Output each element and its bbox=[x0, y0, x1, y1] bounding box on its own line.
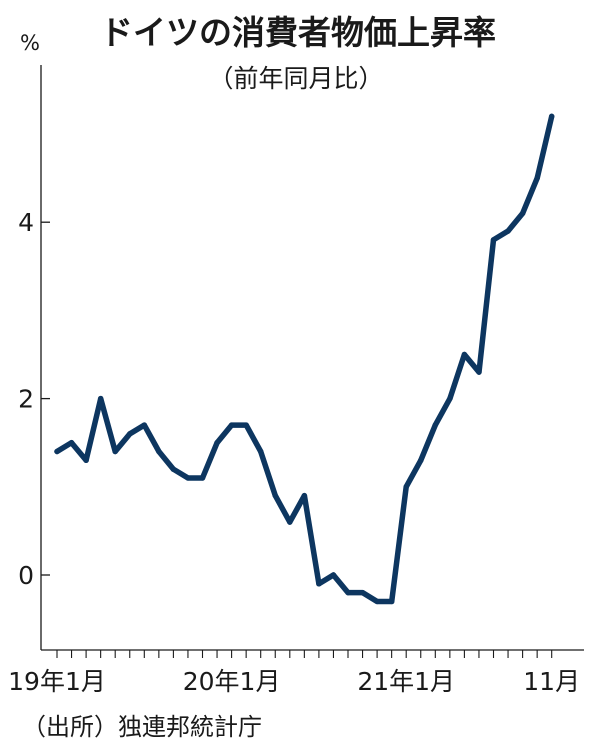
x-tick-label: 21年1月 bbox=[357, 667, 455, 696]
data-point bbox=[403, 484, 409, 490]
data-point bbox=[83, 457, 89, 464]
data-point bbox=[490, 237, 497, 243]
data-point bbox=[287, 519, 293, 525]
data-point bbox=[127, 431, 133, 437]
data-point bbox=[228, 422, 235, 428]
data-point bbox=[345, 589, 351, 596]
data-point bbox=[199, 475, 206, 481]
data-point bbox=[54, 448, 60, 455]
data-point bbox=[316, 581, 322, 587]
data-point bbox=[170, 466, 177, 472]
data-point bbox=[258, 448, 264, 455]
data-point bbox=[461, 351, 468, 358]
data-point bbox=[272, 492, 278, 499]
data-point bbox=[519, 210, 526, 217]
data-point bbox=[243, 422, 249, 428]
data-point bbox=[301, 492, 308, 499]
data-point bbox=[447, 395, 453, 402]
y-axis-unit: % bbox=[20, 31, 40, 55]
data-point bbox=[185, 475, 191, 481]
series-line bbox=[54, 113, 555, 605]
y-tick-label: 2 bbox=[18, 385, 34, 414]
data-point bbox=[476, 369, 482, 375]
data-point bbox=[418, 457, 424, 464]
data-point bbox=[97, 395, 104, 402]
data-point bbox=[432, 422, 438, 428]
data-point bbox=[68, 440, 75, 446]
data-point bbox=[359, 589, 366, 596]
data-point bbox=[156, 448, 162, 455]
x-tick-label: 20年1月 bbox=[183, 667, 281, 696]
data-point bbox=[534, 175, 540, 181]
data-point bbox=[505, 228, 511, 234]
data-point bbox=[112, 448, 118, 455]
data-point bbox=[330, 572, 337, 578]
x-tick-label: 19年1月 bbox=[8, 667, 106, 696]
y-tick-label: 0 bbox=[18, 561, 34, 590]
source-note: （出所）独連邦統計庁 bbox=[22, 713, 262, 741]
y-tick-label: 4 bbox=[18, 208, 34, 237]
data-point bbox=[388, 598, 395, 605]
chart-subtitle: （前年同月比） bbox=[208, 64, 383, 93]
data-point bbox=[374, 598, 380, 605]
data-point bbox=[141, 422, 147, 428]
data-point bbox=[549, 113, 555, 120]
x-tick-label: 11月 bbox=[523, 667, 580, 696]
data-point bbox=[214, 440, 220, 446]
chart-title: ドイツの消費者物価上昇率 bbox=[100, 13, 496, 52]
